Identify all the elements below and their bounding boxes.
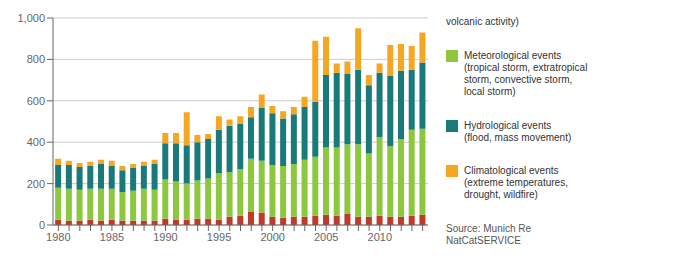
- svg-text:2010: 2010: [368, 231, 392, 243]
- svg-text:600: 600: [27, 95, 45, 107]
- svg-text:2005: 2005: [314, 231, 338, 243]
- svg-text:1990: 1990: [153, 231, 177, 243]
- svg-text:200: 200: [27, 178, 45, 190]
- svg-text:1980: 1980: [46, 231, 70, 243]
- html-text:Meteorological events (tropica: Meteorological events (tropical storm, e…: [464, 49, 588, 97]
- svg-text:800: 800: [27, 53, 45, 65]
- svg-text:1995: 1995: [207, 231, 231, 243]
- html-text:Source: Munich Re NatCatSERVIC: Source: Munich Re NatCatSERVICE: [446, 223, 531, 246]
- html-text:Hydrological events (flood, ma: Hydrological events (flood, mass movemen…: [464, 119, 572, 143]
- html-text:volcanic activity): volcanic activity): [446, 16, 519, 27]
- svg-text:1985: 1985: [100, 231, 124, 243]
- html-text:Climatological events (extreme: Climatological events (extreme temperatu…: [464, 165, 568, 201]
- svg-text:400: 400: [27, 136, 45, 148]
- svg-text:0: 0: [39, 219, 45, 231]
- svg-text:2000: 2000: [260, 231, 284, 243]
- svg-text:1,000: 1,000: [17, 12, 45, 24]
